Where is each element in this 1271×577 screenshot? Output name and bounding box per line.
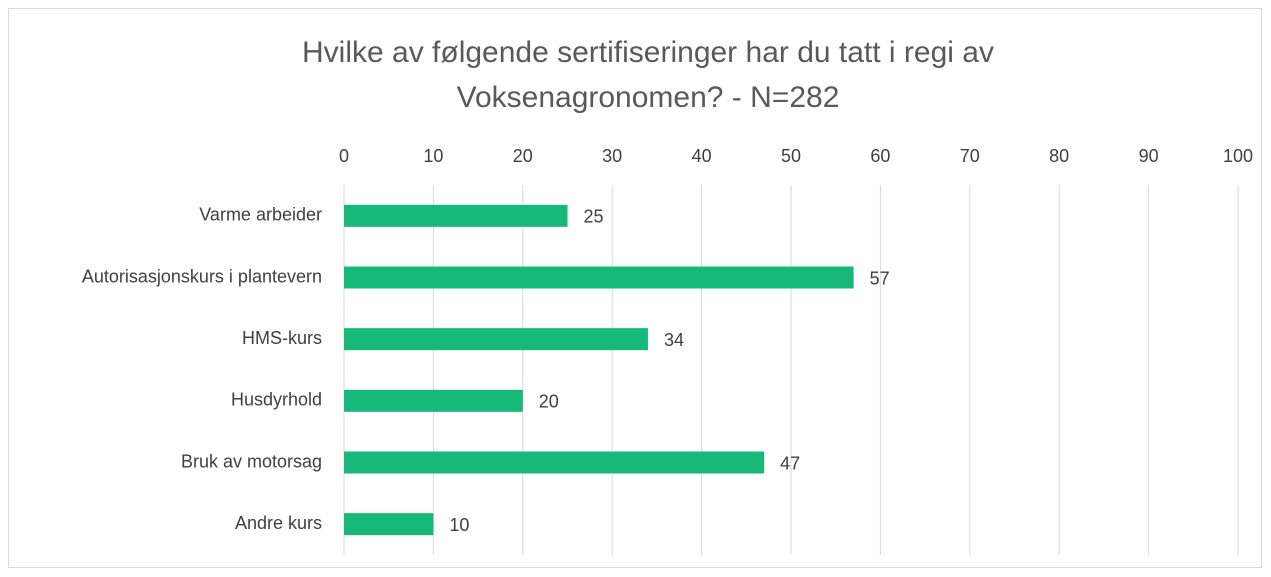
y-tick-label: Andre kurs: [235, 513, 322, 533]
data-label: 25: [584, 207, 604, 227]
data-label: 47: [780, 453, 800, 473]
x-tick-label: 90: [1139, 146, 1159, 166]
y-tick-label: Autorisasjonskurs i plantevern: [82, 266, 322, 286]
data-label: 20: [539, 392, 559, 412]
data-label: 10: [449, 515, 469, 535]
bar: [344, 328, 648, 351]
x-tick-label: 100: [1223, 146, 1253, 166]
x-tick-label: 60: [870, 146, 890, 166]
x-tick-label: 20: [513, 146, 533, 166]
bar: [344, 266, 854, 289]
bar: [344, 389, 523, 412]
y-tick-label: HMS-kurs: [242, 328, 322, 348]
y-tick-label: Varme arbeider: [199, 205, 322, 225]
y-tick-label: Bruk av motorsag: [181, 451, 322, 471]
data-label: 57: [870, 268, 890, 288]
bar: [344, 451, 765, 474]
x-tick-label: 40: [692, 146, 712, 166]
x-tick-label: 80: [1049, 146, 1069, 166]
chart-title: Hvilke av følgende sertifiseringer har d…: [302, 36, 994, 114]
x-tick-label: 0: [339, 146, 349, 166]
bar: [344, 513, 434, 536]
x-tick-label: 50: [781, 146, 801, 166]
x-tick-label: 70: [960, 146, 980, 166]
x-tick-label: 10: [423, 146, 443, 166]
bar: [344, 204, 568, 227]
chart-frame: [8, 8, 1262, 568]
data-label: 34: [664, 330, 684, 350]
y-tick-label: Husdyrhold: [231, 390, 322, 410]
x-tick-label: 30: [602, 146, 622, 166]
